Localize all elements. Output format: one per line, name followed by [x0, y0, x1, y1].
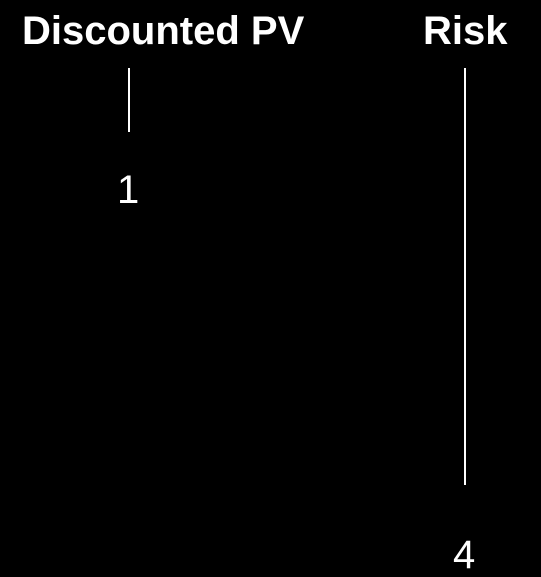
column-header-risk: Risk	[423, 9, 508, 53]
discounted-pv-value: 1	[117, 168, 140, 212]
column-header-discounted-pv: Discounted PV	[22, 9, 305, 53]
risk-connector-line	[464, 68, 466, 485]
risk-value: 4	[453, 533, 476, 577]
discounted-pv-connector-line	[128, 68, 130, 132]
